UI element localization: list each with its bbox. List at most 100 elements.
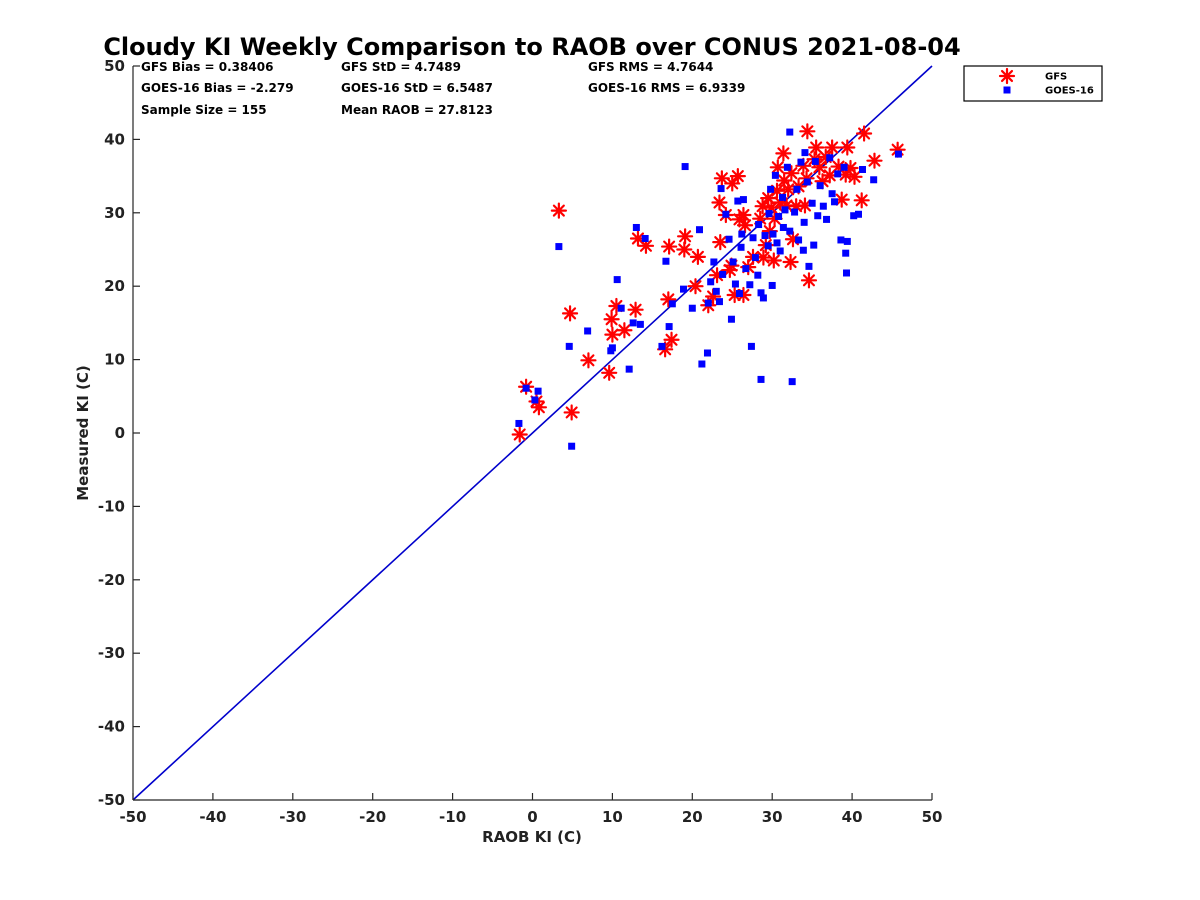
goes16-point	[779, 223, 787, 231]
goes16-point	[747, 342, 755, 350]
legend: GFS GOES-16	[963, 65, 1103, 102]
gfs-point	[604, 326, 621, 343]
goes16-point	[555, 243, 563, 251]
goes16-point	[810, 241, 818, 249]
goes16-point	[779, 193, 787, 201]
gfs-point	[765, 252, 782, 269]
y-tick-label: -50	[98, 791, 125, 809]
x-tick-label: -10	[439, 808, 466, 826]
gfs-point	[735, 206, 752, 224]
gfs-point	[799, 123, 816, 140]
goes16-point	[800, 218, 808, 226]
goes16-point	[695, 226, 703, 234]
gfs-point	[561, 305, 579, 322]
y-tick-label: 10	[104, 351, 125, 369]
goes16-point	[805, 262, 813, 270]
goes16-point	[681, 163, 689, 171]
gfs-point	[530, 399, 547, 416]
y-axis-label: Measured KI (C)	[74, 365, 92, 501]
goes16-point	[850, 212, 858, 220]
goes16-point	[568, 442, 576, 450]
stat-label: GFS Bias = 0.38406	[141, 60, 273, 74]
goes16-point	[757, 289, 765, 297]
gfs-point	[603, 311, 620, 328]
gfs-point	[689, 248, 706, 265]
goes16-point	[746, 281, 754, 289]
goes16-point	[725, 235, 733, 243]
stat-label: Mean RAOB = 27.8123	[341, 103, 493, 117]
goes16-point	[739, 196, 747, 204]
goes16-point	[531, 396, 539, 404]
gfs-point	[855, 125, 873, 142]
x-tick-label: 20	[682, 808, 703, 826]
y-tick-label: -10	[98, 497, 125, 515]
gfs-point	[563, 404, 580, 421]
goes16-point	[698, 360, 706, 368]
goes16-point	[688, 304, 696, 312]
stats-annotations: GFS Bias = 0.38406 GFS StD = 4.7489 GFS RM…	[141, 60, 745, 117]
x-tick-label: 50	[922, 808, 943, 826]
goes16-point	[808, 199, 816, 207]
gfs-point	[775, 145, 792, 162]
goes16-point	[759, 294, 767, 302]
gfs-point	[808, 139, 825, 156]
goes16-point	[534, 387, 542, 395]
y-tick-label: 50	[104, 57, 125, 75]
gfs-point	[780, 181, 797, 198]
goes16-point	[734, 197, 742, 205]
y-tick-label: 20	[104, 277, 125, 295]
goes16-point	[729, 258, 737, 266]
goes16-point	[704, 299, 712, 307]
gfs-point	[800, 272, 818, 289]
goes16-point	[641, 234, 649, 242]
goes16-point	[769, 230, 777, 238]
goes16-point	[738, 230, 746, 238]
gfs-point	[724, 175, 741, 192]
goes16-point	[662, 257, 670, 265]
goes16-point	[797, 158, 805, 166]
goes16-point	[668, 300, 676, 308]
x-ticks: -50 -40 -30 -20 -10 0 10 20 30 40 50	[119, 793, 942, 826]
stat-label: Sample Size = 155	[141, 103, 267, 117]
gfs-point	[661, 238, 678, 255]
gfs-point	[729, 168, 746, 185]
legend-gfs-marker	[998, 67, 1016, 85]
x-tick-label: 30	[762, 808, 783, 826]
x-tick-label: -50	[119, 808, 146, 826]
y-tick-label: 40	[104, 130, 125, 148]
gfs-point	[782, 253, 799, 271]
goes16-point	[754, 271, 762, 279]
goes16-point	[783, 163, 791, 171]
data-points	[511, 123, 906, 450]
gfs-point	[723, 257, 740, 274]
goes16-point	[803, 178, 811, 186]
goes16-point	[755, 221, 763, 229]
goes16-point	[771, 171, 779, 179]
goes16-point	[834, 170, 842, 178]
goes16-point	[584, 327, 592, 335]
x-tick-label: -40	[199, 808, 226, 826]
goes16-point	[632, 223, 640, 231]
goes16-point	[793, 185, 801, 193]
gfs-point	[866, 152, 883, 169]
goes16-point	[854, 210, 862, 218]
goes16-point	[636, 320, 644, 328]
goes16-point	[776, 247, 784, 255]
goes16-point	[795, 236, 803, 244]
goes16-point	[786, 227, 794, 235]
x-tick-label: -20	[359, 808, 386, 826]
goes16-point	[735, 290, 743, 298]
goes16-point	[894, 150, 902, 158]
goes16-point	[788, 378, 796, 386]
goes16-point	[823, 215, 831, 223]
goes16-point	[742, 265, 750, 273]
goes16-point	[522, 384, 530, 392]
x-axis-label: RAOB KI (C)	[482, 828, 582, 846]
goes16-point	[773, 239, 781, 247]
goes16-point	[764, 242, 772, 250]
goes16-point	[565, 342, 573, 350]
goes16-point	[515, 419, 523, 427]
gfs-point	[677, 228, 694, 245]
y-tick-label: 30	[104, 204, 125, 222]
x-tick-label: -30	[279, 808, 306, 826]
